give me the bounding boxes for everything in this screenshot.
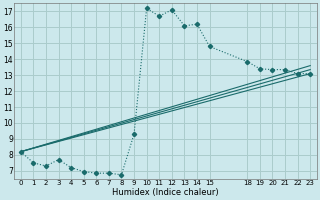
X-axis label: Humidex (Indice chaleur): Humidex (Indice chaleur) bbox=[112, 188, 219, 197]
